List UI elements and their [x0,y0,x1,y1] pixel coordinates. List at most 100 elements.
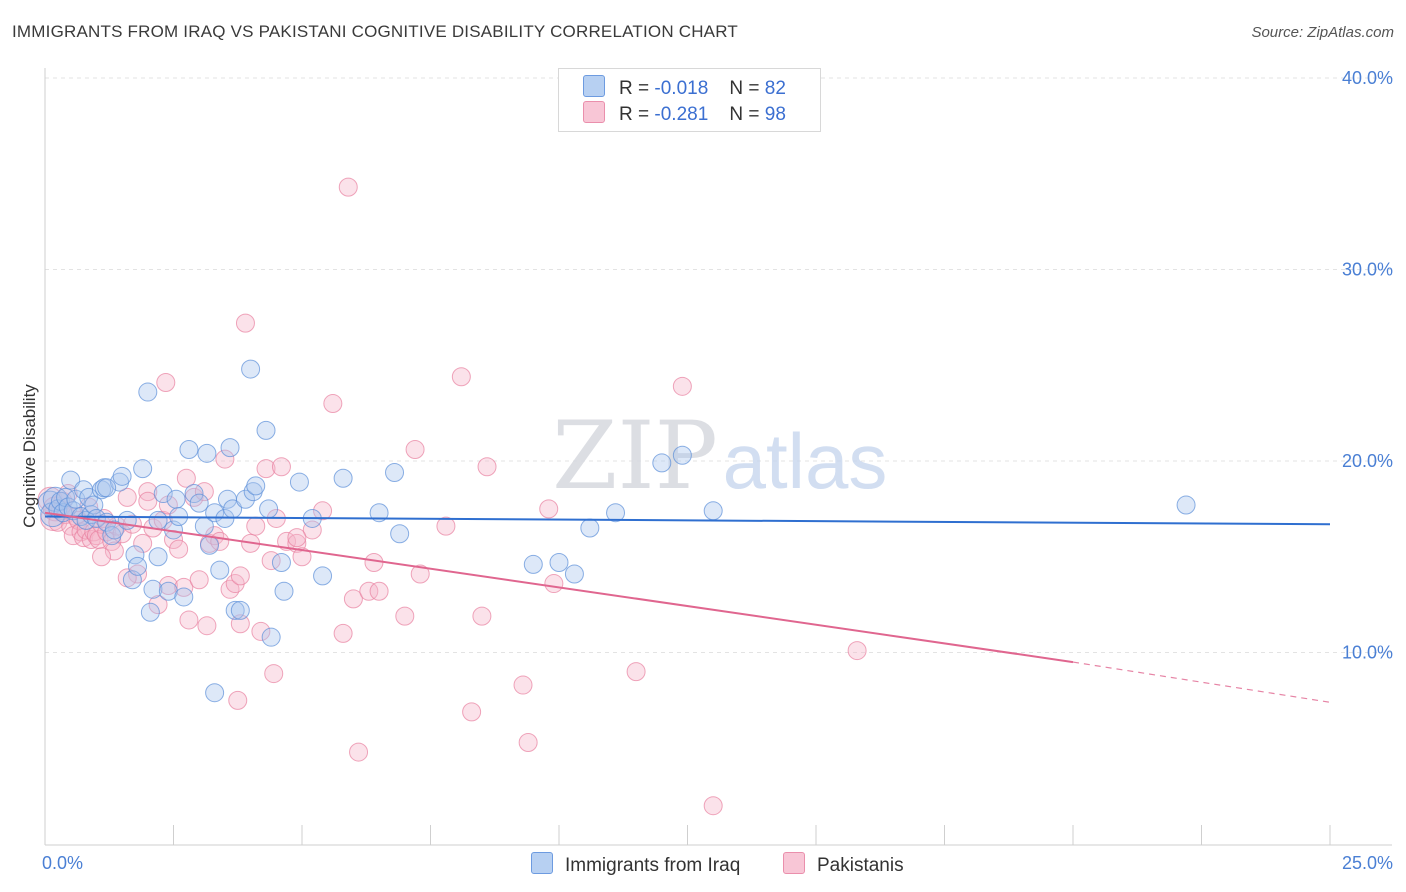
point-pakistani-81 [472,606,492,626]
point-pakistani-44 [197,616,217,636]
point-iraq-68 [385,462,405,482]
point-pakistani-71 [349,742,369,762]
point-pakistani-51 [228,690,248,710]
point-pakistani-89 [703,796,723,816]
point-pakistani-97 [287,528,307,548]
point-iraq-32 [143,579,163,599]
point-pakistani-84 [518,733,538,753]
point-iraq-61 [271,552,291,572]
point-pakistani-96 [138,491,158,511]
legend-swatch-iraq [583,75,605,97]
point-pakistani-48 [215,449,235,469]
point-iraq-67 [369,503,389,523]
point-iraq-45 [199,535,219,555]
legend-row-iraq: R = -0.018 N = 82 [583,75,786,101]
point-pakistani-92 [92,547,112,567]
watermark: ZIP atlas [552,402,887,511]
point-pakistani-68 [333,623,353,643]
point-iraq-62 [274,581,294,601]
point-pakistani-70 [343,589,363,609]
y-tick-label-40: 40.0% [1342,68,1393,88]
point-pakistani-94 [230,566,250,586]
point-pakistani-39 [176,468,196,488]
point-pakistani-77 [410,564,430,584]
point-iraq-25 [117,510,137,530]
legend-swatch-pakistani [583,101,605,123]
point-pakistani-88 [672,376,692,396]
point-pakistani-21 [97,522,117,542]
point-iraq-40 [179,440,199,460]
point-iraq-59 [259,499,279,519]
grid-layer [45,77,1392,653]
source-credit: Source: ZipAtlas.com [1251,24,1394,41]
legend-r-label-iraq: R = [619,78,650,99]
point-iraq-79 [205,683,225,703]
legend-r-label-pakistani: R = [619,104,650,125]
point-iraq-54 [235,489,255,509]
point-iraq-52 [225,600,245,620]
point-iraq-44 [197,443,217,463]
point-iraq-77 [703,501,723,521]
point-iraq-78 [1176,495,1196,515]
point-pakistani-79 [451,367,471,387]
point-pakistani-75 [395,606,415,626]
point-iraq-29 [133,459,153,479]
trendline-iraq [44,515,1331,526]
point-pakistani-76 [405,440,425,460]
legend-n-label-pakistani: N = [729,104,760,125]
point-pakistani-29 [133,533,153,553]
point-iraq-34 [153,484,173,504]
point-pakistani-78 [436,516,456,536]
x-tick-label-min: 0.0% [42,853,83,873]
point-iraq-69 [390,524,410,544]
point-pakistani-72 [359,581,379,601]
point-iraq-80 [148,510,168,530]
point-pakistani-23 [104,541,124,561]
point-pakistani-15 [81,530,101,550]
point-pakistani-37 [169,539,189,559]
point-pakistani-28 [128,564,148,584]
point-pakistani-87 [626,662,646,682]
point-iraq-55 [241,359,261,379]
point-pakistani-86 [544,574,564,594]
point-iraq-75 [652,453,672,473]
legend-n-value-iraq: 82 [764,78,786,99]
legend-r-value-iraq: -0.018 [654,78,709,99]
legend-item-label-pakistani: Pakistanis [817,855,904,876]
legend-item-swatch-pakistani [783,852,805,874]
point-iraq-63 [289,472,309,492]
point-iraq-71 [549,552,569,572]
point-pakistani-85 [539,499,559,519]
legend-item-iraq[interactable]: Immigrants from Iraq [531,852,740,877]
point-pakistani-83 [513,675,533,695]
point-pakistani-55 [246,516,266,536]
point-pakistani-59 [264,664,284,684]
point-pakistani-34 [156,372,176,392]
chart-title: IMMIGRANTS FROM IRAQ VS PAKISTANI COGNIT… [12,22,738,41]
y-tick-label-20: 20.0% [1342,451,1393,471]
point-iraq-70 [523,554,543,574]
point-pakistani-61 [271,457,291,477]
legend-n-value-pakistani: 98 [764,104,786,125]
point-pakistani-65 [302,520,322,540]
point-iraq-74 [606,503,626,523]
point-iraq-24 [112,466,132,486]
point-iraq-65 [313,566,333,586]
point-pakistani-66 [313,501,333,521]
point-pakistani-38 [174,577,194,597]
point-iraq-53 [230,600,250,620]
point-iraq-8 [61,470,81,490]
point-iraq-33 [148,547,168,567]
point-iraq-73 [580,518,600,538]
legend-item-pakistani[interactable]: Pakistanis [783,852,904,877]
point-pakistani-26 [117,487,137,507]
x-tick-label-max: 25.0% [1342,853,1393,873]
point-pakistani-49 [220,579,240,599]
point-iraq-50 [220,438,240,458]
point-iraq-42 [189,493,209,513]
series-legend: Immigrants from Iraq Pakistanis [0,852,1406,878]
axis-layer [44,68,1392,846]
y-axis-label: Cognitive Disability [20,384,39,528]
point-iraq-66 [333,468,353,488]
